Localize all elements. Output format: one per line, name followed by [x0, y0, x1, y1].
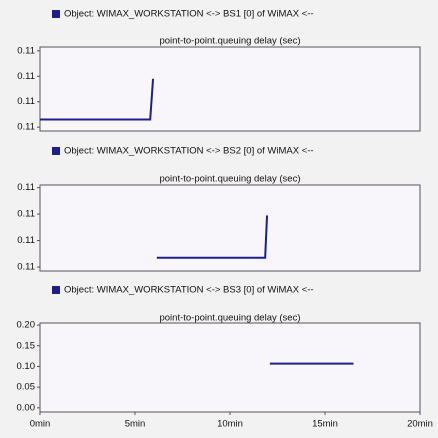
- chart-title: point-to-point.queuing delay (sec): [159, 36, 300, 47]
- y-tick-label: 0.11: [17, 235, 35, 246]
- data-line: [156, 215, 269, 259]
- plot-area: [39, 184, 421, 272]
- plot-area: [39, 46, 421, 132]
- y-tick-label: 0.15: [17, 340, 36, 351]
- y-tick-label: 0.11: [17, 96, 35, 107]
- y-tick-label: 0.11: [17, 182, 35, 193]
- legend-swatch: [52, 147, 60, 155]
- y-tick-label: 0.11: [17, 262, 35, 273]
- y-tick-label: 0.00: [17, 402, 36, 413]
- x-tick-label: 20min: [407, 419, 433, 430]
- y-tick-label: 0.11: [17, 122, 35, 133]
- y-tick-label: 0.05: [17, 382, 36, 393]
- legend-swatch: [52, 10, 60, 18]
- x-tick-label: 15min: [312, 419, 338, 430]
- y-tick-label: 0.11: [17, 45, 35, 56]
- plot-area: [39, 322, 421, 413]
- legend-swatch: [52, 286, 60, 294]
- legend-label: Object: WIMAX_WORKSTATION <-> BS3 [0] of…: [64, 285, 314, 296]
- legend-label: Object: WIMAX_WORKSTATION <-> BS2 [0] of…: [64, 146, 314, 157]
- chart-title: point-to-point.queuing delay (sec): [159, 313, 300, 324]
- y-tick-label: 0.11: [17, 209, 35, 220]
- x-tick-label: 0min: [30, 419, 51, 430]
- x-tick-label: 5min: [125, 419, 146, 430]
- y-tick-label: 0.20: [17, 320, 36, 331]
- chart-title: point-to-point.queuing delay (sec): [159, 174, 300, 185]
- x-tick-label: 10min: [217, 419, 243, 430]
- y-tick-label: 0.10: [17, 361, 36, 372]
- legend-label: Object: WIMAX_WORKSTATION <-> BS1 [0] of…: [64, 9, 314, 20]
- y-tick-label: 0.11: [17, 71, 35, 82]
- data-line: [40, 78, 155, 121]
